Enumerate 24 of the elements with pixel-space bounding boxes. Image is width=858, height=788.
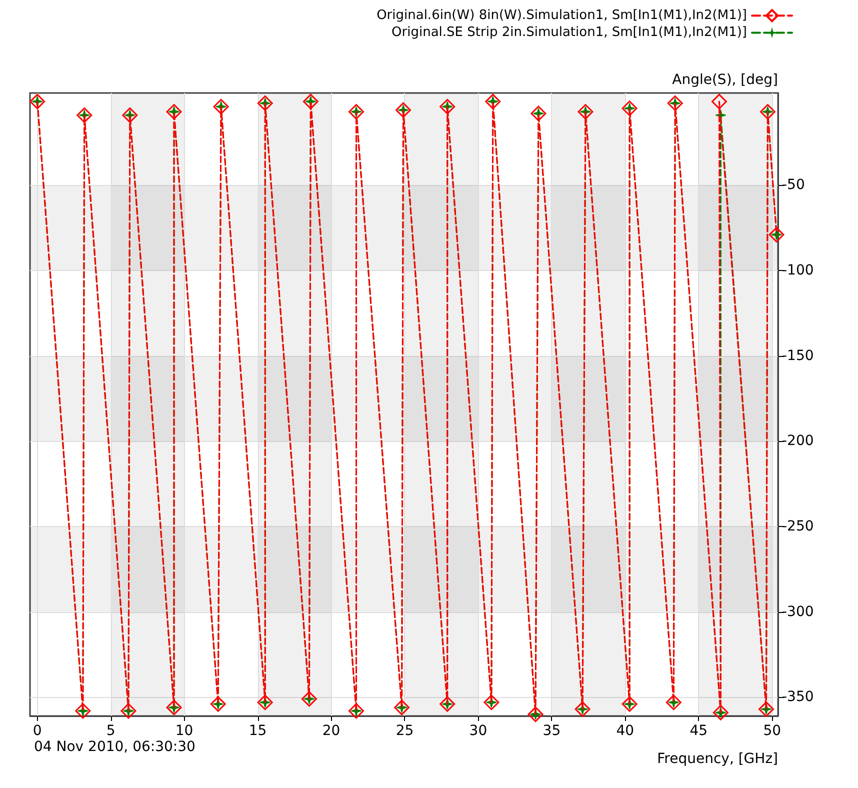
x-tick-label: 0 [32, 723, 42, 739]
x-tick-label: 50 [763, 723, 782, 739]
text: 04 Nov 2010, 06:30:30 [34, 739, 196, 755]
x-tick-label: 40 [616, 723, 634, 739]
y-tick-label: -200 [782, 433, 814, 450]
y-tick-label: -300 [782, 604, 814, 620]
x-tick-label: 5 [106, 723, 116, 739]
y-tick-label: -100 [782, 262, 814, 279]
y-tick-label: -50 [782, 177, 805, 194]
x-axis-title: Frequency, [GHz] [657, 751, 778, 767]
x-tick-label: 25 [396, 723, 414, 739]
x-tick-label: 45 [690, 723, 708, 739]
x-tick-label: 15 [248, 723, 267, 739]
legend-label: Original.6in(W) 8in(W).Simulation1, Sm[In1(M1),In2(M1)] [376, 8, 747, 24]
y-axis-title: Angle(S), [deg] [672, 72, 778, 88]
y-tick-label: -350 [782, 689, 814, 706]
x-tick-label: 20 [322, 723, 340, 739]
x-tick-label: 30 [469, 723, 488, 739]
legend-label: Original.SE Strip 2in.Simulation1, Sm[In1(M1),In2(M1)] [392, 25, 747, 40]
y-tick-label: -150 [782, 348, 814, 364]
y-tick-label: -250 [782, 518, 814, 535]
x-tick-label: 10 [175, 723, 194, 739]
point [711, 94, 727, 110]
x-tick-label: 35 [542, 723, 561, 739]
